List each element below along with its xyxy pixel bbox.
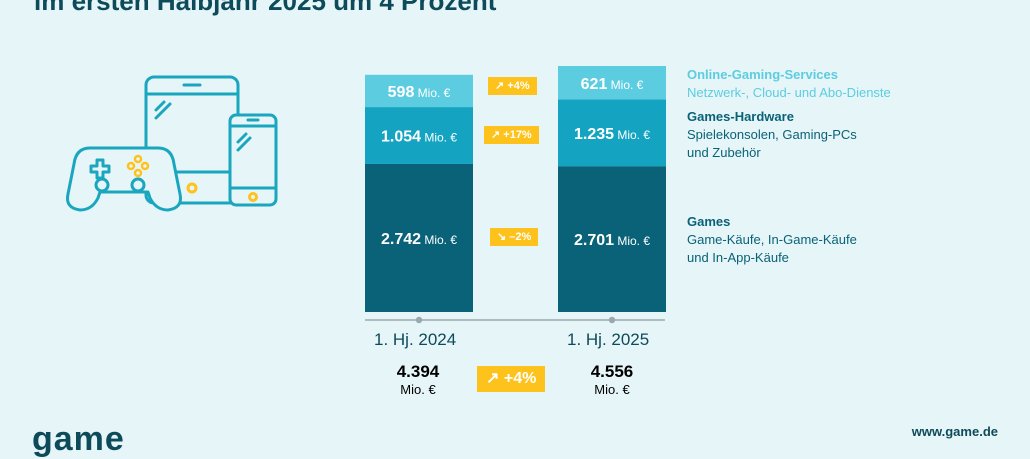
- legend-desc-line: Game-Käufe, In-Game-Käufe: [687, 232, 857, 247]
- legend-desc-line: und Zubehör: [687, 145, 761, 160]
- legend-online: Online-Gaming-Services Netzwerk-, Cloud-…: [687, 66, 891, 102]
- x-tick-label-2024: 1. Hj. 2024: [374, 330, 457, 349]
- legend-title: Online-Gaming-Services: [687, 67, 838, 82]
- data-label: 2.742 Mio. €: [381, 231, 457, 248]
- bar-games-2: [558, 166, 666, 312]
- devices-illustration: [66, 75, 278, 212]
- game-logo: game: [32, 420, 125, 458]
- axis-dot: [608, 316, 616, 324]
- total-unit: Mio. €: [594, 382, 630, 397]
- legend-title: Games: [687, 214, 731, 229]
- gamepad-icon: [66, 146, 182, 212]
- page-title: im ersten Halbjahr 2025 um 4 Prozent: [34, 0, 497, 16]
- change-badge-online: ↗ +4%: [488, 77, 537, 95]
- data-label: 1.235 Mio. €: [574, 126, 650, 143]
- data-label: 2.701 Mio. €: [574, 232, 650, 249]
- data-label: 1.054 Mio. €: [381, 129, 457, 146]
- stacked-bar-chart: 2.742 Mio. € 1.054 Mio. € 598 Mio. € 2.701 …: [365, 66, 666, 324]
- total-2025: 4.556 Mio. €: [567, 362, 657, 397]
- x-axis: [365, 316, 665, 324]
- axis-dot: [415, 316, 423, 324]
- bar-online-gaming-services-2: [558, 66, 666, 100]
- bar-games-hardware-1: [365, 107, 473, 164]
- legend-games: Games Game-Käufe, In-Game-Käufe und In-A…: [687, 213, 857, 267]
- website-url: www.game.de: [911, 424, 998, 439]
- smartphone-icon: [228, 113, 278, 207]
- total-change-badge: ↗ +4%: [477, 366, 546, 392]
- legend-title: Games-Hardware: [687, 109, 794, 124]
- data-label: 598 Mio. €: [388, 84, 451, 101]
- change-badge-hardware: ↗ +17%: [484, 126, 539, 144]
- data-label: 621 Mio. €: [581, 76, 644, 93]
- bar-games-hardware-2: [558, 99, 666, 167]
- total-value: 4.556: [590, 362, 634, 381]
- total-2024: 4.394 Mio. €: [373, 362, 463, 397]
- change-badge-games: ↘ –2%: [490, 228, 539, 246]
- x-tick-label-2025: 1. Hj. 2025: [567, 330, 650, 349]
- legend-hardware: Games-Hardware Spielekonsolen, Gaming-PC…: [687, 108, 857, 162]
- bar-online-gaming-services-1: [365, 74, 473, 108]
- total-unit: Mio. €: [400, 382, 436, 397]
- bar-games-1: [365, 163, 473, 312]
- legend-desc-line: und In-App-Käufe: [687, 250, 789, 265]
- legend-desc-line: Spielekonsolen, Gaming-PCs: [687, 127, 857, 142]
- total-value: 4.394: [396, 362, 440, 381]
- legend-desc-line: Netzwerk-, Cloud- und Abo-Dienste: [687, 85, 891, 100]
